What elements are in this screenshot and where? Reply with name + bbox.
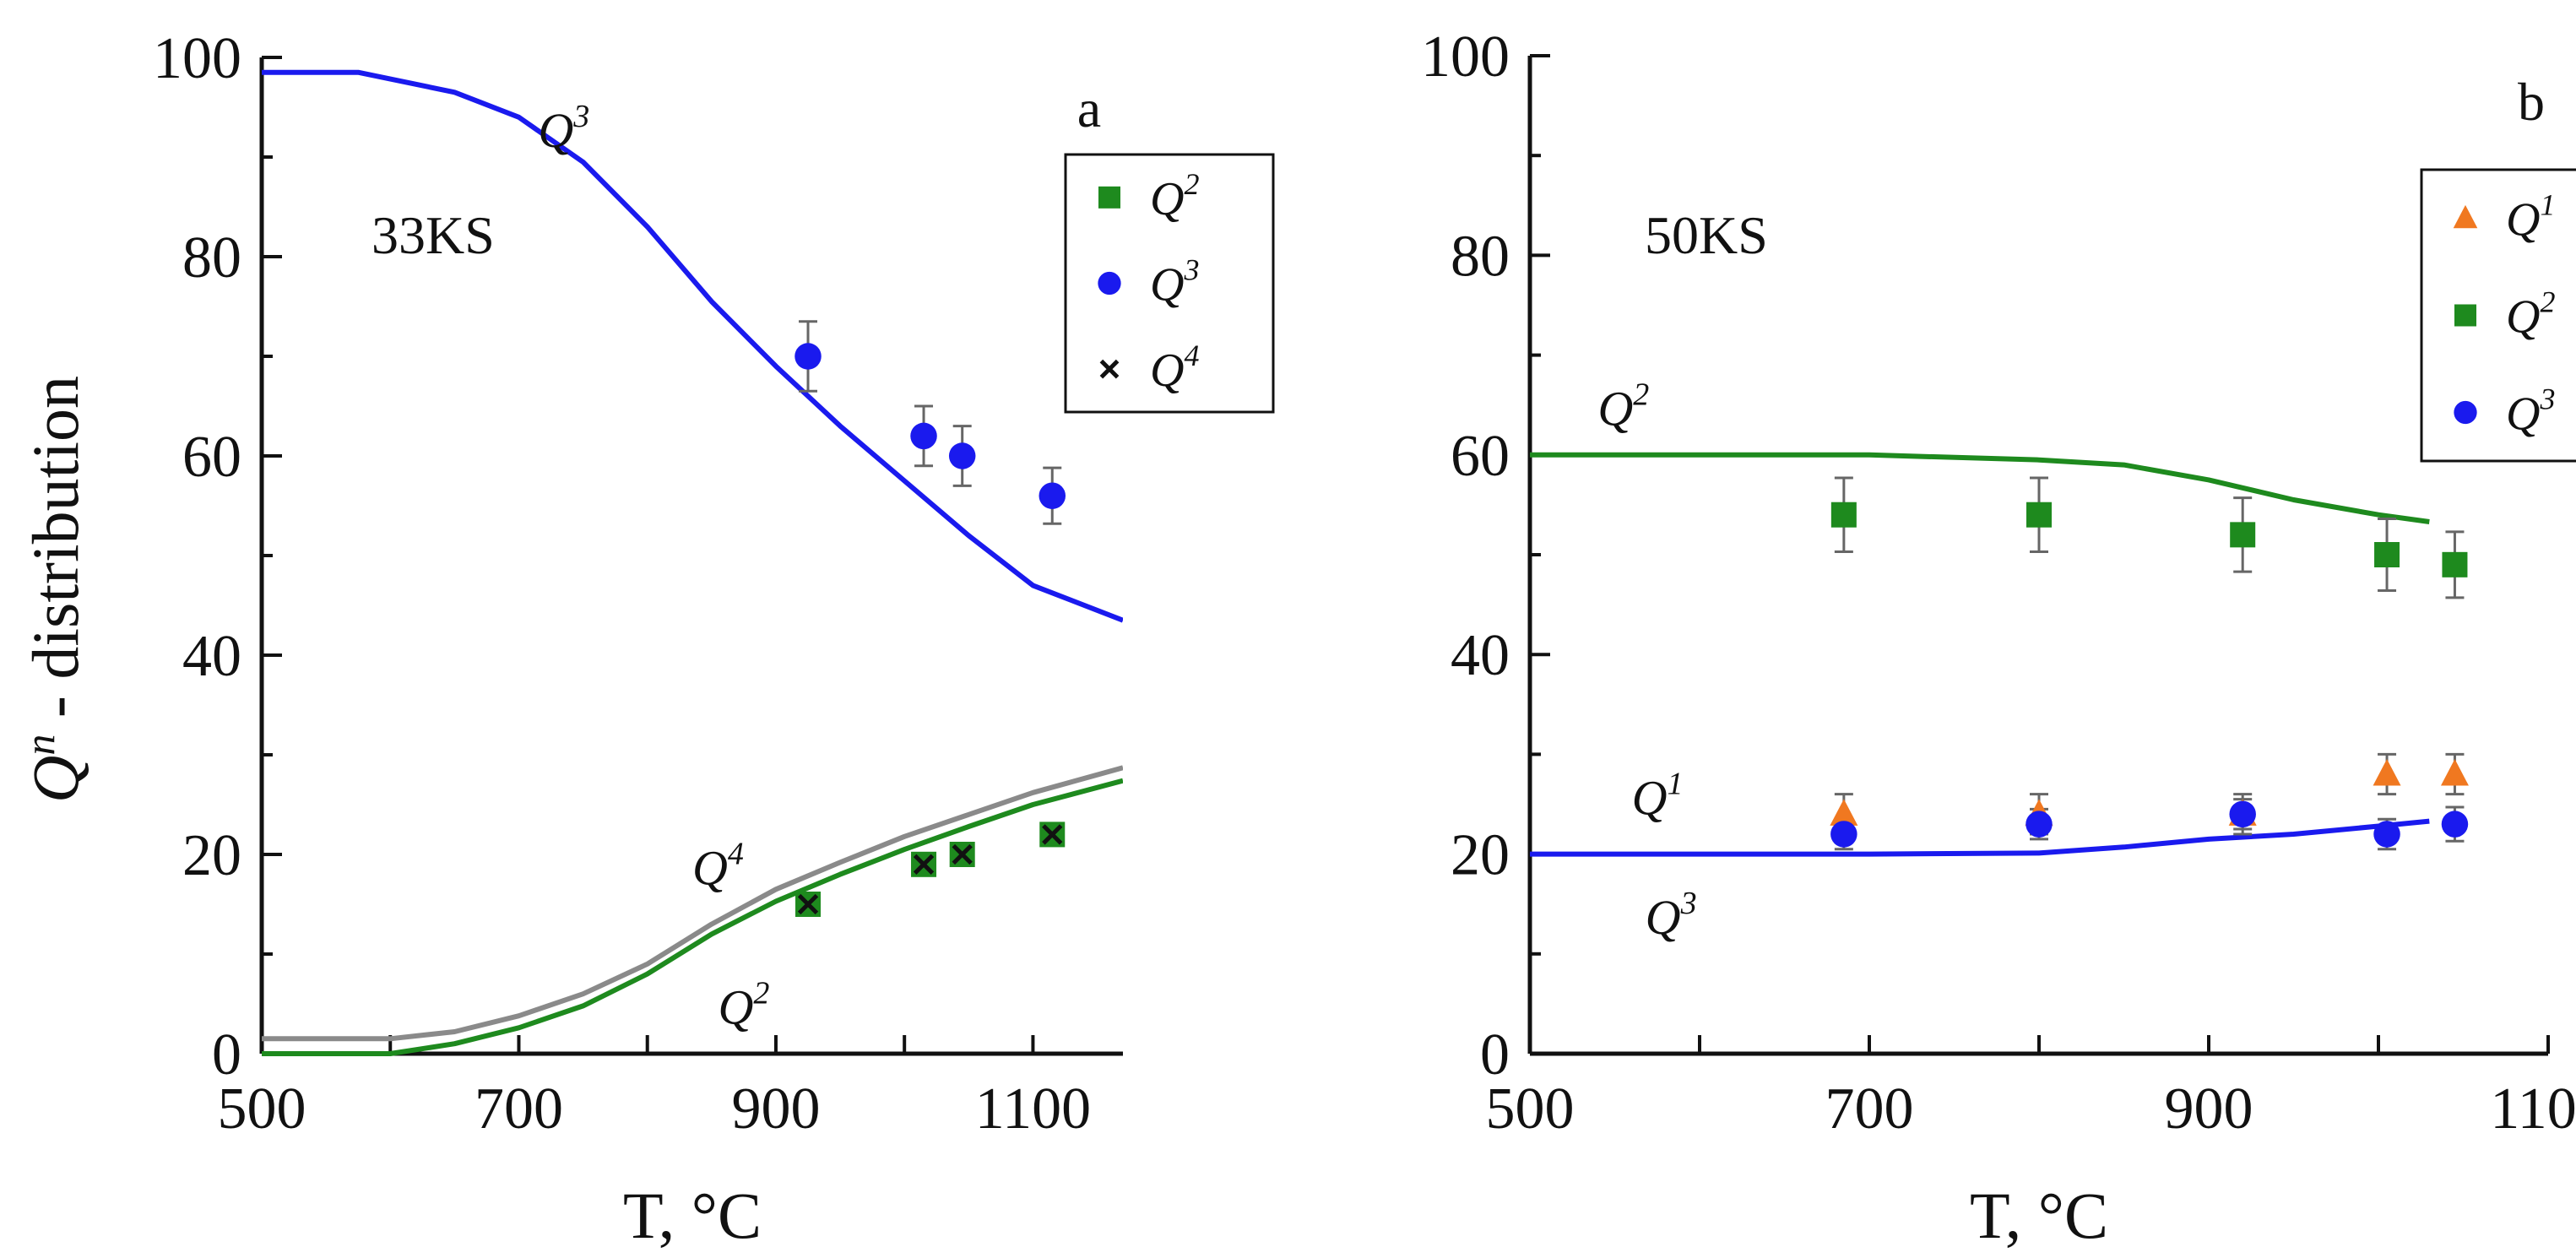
point-Q2	[1830, 502, 1857, 528]
curve-Q2	[262, 778, 1123, 1056]
x-tick-label: 1100	[975, 1076, 1091, 1141]
legend-label-Q3: Q3	[1150, 253, 1199, 312]
curve-Q3	[262, 69, 1123, 623]
point-Q4	[913, 854, 935, 875]
legend-marker-Q1	[2453, 204, 2478, 229]
x-tick-label: 500	[1486, 1076, 1575, 1141]
point-Q3	[2373, 821, 2400, 848]
legend-label-Q3: Q3	[2506, 382, 2555, 441]
y-tick-label: 0	[1480, 1022, 1510, 1087]
x-tick-label: 700	[1825, 1076, 1914, 1141]
point-Q1	[2373, 759, 2401, 786]
curve-Q4	[262, 765, 1123, 1042]
curve-label-Q2: Q2	[1597, 377, 1649, 436]
point-Q3	[2441, 811, 2469, 838]
point-Q4	[952, 843, 973, 865]
point-Q2	[2374, 542, 2400, 567]
point-Q4	[797, 893, 819, 915]
y-tick-label: 20	[1451, 823, 1510, 888]
point-Q2	[2026, 502, 2052, 528]
curve-label-Q3: Q3	[538, 99, 589, 158]
legend-marker-Q2	[1098, 186, 1120, 209]
y-tick-label: 100	[153, 26, 241, 91]
y-tick-label: 40	[182, 624, 241, 689]
y-tick-label: 20	[182, 823, 241, 888]
y-tick-label: 40	[1451, 623, 1510, 688]
x-axis-label: T, °C	[1970, 1179, 2108, 1252]
sample-label: 33KS	[371, 205, 495, 265]
point-Q1	[1830, 799, 1858, 826]
legend-box	[2420, 168, 2576, 463]
point-Q3	[1039, 482, 1066, 509]
sample-label: 50KS	[1645, 205, 1768, 265]
legend-label-Q2: Q2	[2506, 285, 2555, 344]
point-Q3	[910, 422, 937, 450]
chart-panel-a: 500 700 900 1100 0 20 40 60 80 100 T, °C Qn - distr…	[16, 26, 1275, 1252]
y-tick-label: 60	[182, 425, 241, 490]
chart-panel-b: 500 700 900 1100 0 20 40 60 80 100 T, °C b 50KS Q2 Q1 Q…	[1421, 24, 2576, 1252]
point-Q2	[2230, 522, 2256, 548]
legend-label-Q4: Q4	[1150, 339, 1199, 397]
x-tick-label: 700	[475, 1076, 563, 1141]
y-axis-label: Qn - distribution	[16, 376, 92, 803]
x-tick-label: 1100	[2490, 1076, 2576, 1141]
curve-label-Q4: Q4	[692, 836, 744, 895]
point-Q2	[2442, 551, 2468, 577]
panel-label: b	[2518, 72, 2545, 132]
legend-label-Q1: Q1	[2506, 188, 2555, 247]
y-tick-label: 80	[182, 225, 241, 290]
y-tick-label: 100	[1421, 24, 1510, 89]
y-tick-label: 0	[212, 1022, 241, 1087]
point-Q4	[1042, 824, 1063, 845]
legend-marker-Q3	[1098, 271, 1121, 296]
legend-marker-Q2	[2454, 304, 2476, 327]
x-tick-label: 900	[731, 1076, 820, 1141]
y-tick-label: 80	[1451, 224, 1510, 289]
point-Q3	[948, 442, 976, 469]
curve-label-Q1: Q1	[1632, 766, 1684, 825]
x-axis-label: T, °C	[623, 1179, 762, 1252]
curve-label-Q3: Q3	[1646, 886, 1697, 945]
point-Q3	[794, 343, 822, 370]
y-tick-label: 60	[1451, 424, 1510, 489]
panel-label: a	[1077, 79, 1101, 138]
legend-marker-Q3	[2454, 400, 2477, 425]
point-Q3	[1830, 821, 1857, 848]
x-tick-label: 500	[218, 1076, 306, 1141]
x-tick-label: 900	[2165, 1076, 2253, 1141]
legend-label-Q2: Q2	[1150, 167, 1199, 225]
point-Q1	[2440, 759, 2469, 786]
legend-marker-Q4	[1099, 359, 1120, 379]
curve-label-Q2: Q2	[718, 976, 769, 1035]
point-Q3	[2026, 811, 2053, 838]
curve-Q2	[1530, 452, 2430, 524]
point-Q3	[2229, 800, 2256, 828]
curve-Q3	[1530, 818, 2430, 857]
